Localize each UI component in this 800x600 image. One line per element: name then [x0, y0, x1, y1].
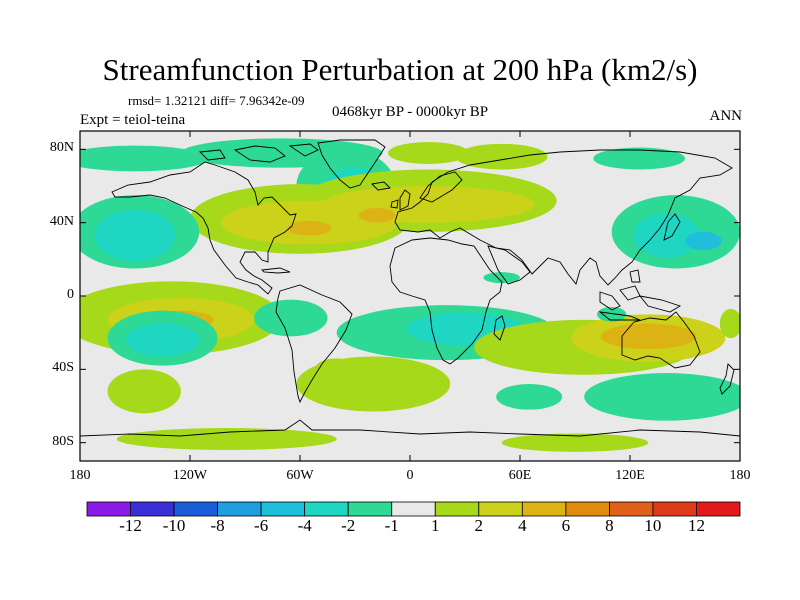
colorbar-swatch-12 — [609, 501, 654, 517]
coastline-greenland — [317, 139, 386, 189]
coastline-eurasia — [394, 149, 733, 286]
colorbar-label: -12 — [119, 516, 142, 535]
anomaly-region-37 — [584, 373, 740, 421]
anomaly-region-17 — [633, 213, 700, 258]
coastline-arctic-islands — [199, 143, 319, 163]
coastline-north-america — [111, 161, 297, 295]
colorbar-swatch-5 — [304, 501, 349, 517]
colorbar-label: 6 — [561, 516, 571, 535]
anomaly-region-15 — [94, 209, 176, 262]
coastline-cuba — [261, 267, 291, 274]
anomaly-region-31 — [600, 323, 696, 350]
coastline-madagascar — [493, 315, 506, 341]
anomaly-region-3 — [455, 143, 548, 170]
y-tick-label: 0 — [67, 287, 74, 302]
anomaly-region-2 — [388, 142, 469, 164]
x-tick-label: 0 — [406, 468, 414, 483]
colorbar-swatch-7 — [391, 501, 436, 517]
colorbar-label: 4 — [518, 516, 527, 535]
colorbar-label: 1 — [431, 516, 440, 535]
anomaly-region-12 — [287, 220, 332, 236]
colorbar-swatch-8 — [434, 501, 480, 517]
anomaly-region-36 — [107, 369, 181, 414]
chart-title: Streamfunction Perturbation at 200 hPa (… — [102, 52, 698, 87]
anomaly-region-11 — [322, 186, 535, 223]
anomaly-fields — [80, 138, 740, 452]
anomaly-region-32 — [597, 307, 627, 322]
coastline-antarctica — [80, 419, 740, 437]
coastline-japan — [663, 213, 681, 241]
y-tick-label: 40S — [52, 360, 74, 376]
colorbar-swatch-14 — [696, 501, 741, 517]
coastline-south-america — [275, 284, 353, 404]
coastline-scandinavia — [419, 171, 463, 203]
x-tick-label: 120E — [615, 468, 645, 483]
colorbar-swatch-1 — [130, 501, 175, 517]
colorbar-swatch-0 — [86, 501, 131, 517]
y-tick-label: 80N — [49, 140, 74, 156]
colorbar-label: -4 — [297, 516, 312, 535]
colorbar-label: -6 — [254, 516, 269, 535]
colorbar-label: 8 — [605, 516, 614, 535]
coastline-africa — [389, 237, 503, 365]
x-tick-label: 180 — [69, 468, 91, 483]
anomaly-region-25 — [125, 323, 200, 357]
colorbar-label: 12 — [687, 516, 705, 535]
coastline-new-zealand — [719, 363, 735, 395]
season-label: ANN — [709, 108, 743, 124]
colorbar-swatch-13 — [652, 501, 697, 517]
anomaly-region-20 — [483, 272, 520, 284]
anomaly-region-40 — [501, 433, 649, 452]
anomaly-region-38 — [496, 384, 563, 410]
colorbar-label: -1 — [384, 516, 399, 535]
colorbar-label: 2 — [474, 516, 484, 535]
coastline-australia — [621, 311, 701, 369]
coastline-british-isles — [390, 189, 411, 211]
anomaly-region-0 — [80, 145, 209, 172]
y-tick-label: 40N — [49, 213, 74, 229]
x-tick-label: 60E — [508, 468, 532, 483]
coastline-maritime-continent — [598, 269, 682, 321]
colorbar-swatch-10 — [521, 501, 567, 517]
anomaly-region-19 — [173, 222, 189, 234]
colorbar-swatch-4 — [260, 501, 306, 517]
anomaly-region-18 — [685, 231, 722, 251]
coastlines — [80, 139, 740, 437]
plot-frame — [79, 130, 741, 462]
anomaly-region-35 — [296, 356, 451, 412]
coastline-arabia — [487, 245, 531, 285]
anomaly-region-33 — [719, 308, 740, 339]
y-tick-label: 80S — [52, 433, 74, 449]
x-tick-label: 180 — [729, 468, 751, 483]
experiment-label: Expt = teiol-teina — [80, 112, 186, 128]
colorbar-swatch-2 — [173, 501, 218, 517]
anomaly-region-26 — [254, 299, 328, 337]
colorbar-label: -10 — [162, 516, 186, 535]
period-label: 0468kyr BP - 0000kyr BP — [331, 104, 489, 120]
colorbar-label: -8 — [210, 516, 225, 535]
colorbar-swatch-3 — [217, 501, 262, 517]
x-tick-label: 60W — [286, 468, 314, 483]
stats-line: rmsd= 1.32121 diff= 7.96342e-09 — [128, 93, 305, 108]
anomaly-region-39 — [116, 428, 337, 450]
anomaly-region-13 — [358, 208, 396, 223]
colorbar-label: 10 — [644, 516, 662, 535]
colorbar-label: -2 — [341, 516, 356, 535]
colorbar-swatch-9 — [478, 501, 523, 517]
coastline-iceland — [371, 181, 391, 191]
colorbar-swatch-6 — [347, 501, 393, 517]
anomaly-region-4 — [593, 147, 686, 170]
x-tick-label: 120W — [172, 468, 208, 483]
colorbar-swatch-11 — [565, 501, 610, 517]
colorbar — [86, 501, 741, 517]
